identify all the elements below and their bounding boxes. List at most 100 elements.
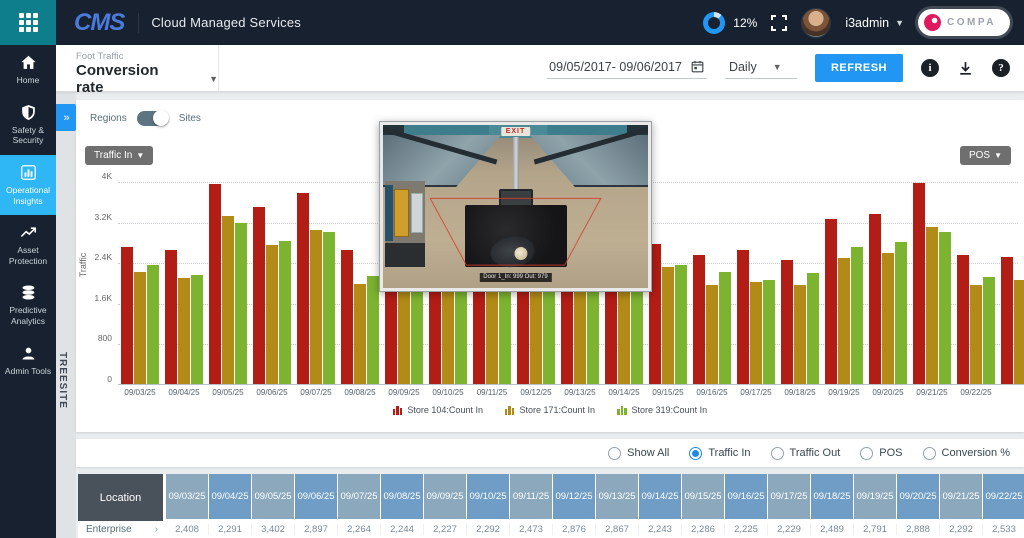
bar[interactable] [750, 282, 762, 384]
bar[interactable] [1001, 257, 1013, 384]
user-menu[interactable]: i3admin ▼ [845, 16, 904, 30]
bar[interactable] [191, 275, 203, 384]
bar[interactable] [794, 285, 806, 384]
bar[interactable] [134, 272, 146, 384]
date-column-header[interactable]: 09/13/25 [596, 474, 639, 521]
radio-traffic-in[interactable]: Traffic In [689, 446, 751, 460]
bar[interactable] [222, 216, 234, 384]
date-column-header[interactable]: 09/06/25 [295, 474, 338, 521]
date-column-header[interactable]: 09/07/25 [338, 474, 381, 521]
location-column-header[interactable]: Location [78, 474, 166, 521]
date-range-input[interactable]: 09/05/2017- 09/06/2017 [547, 57, 707, 79]
bar[interactable] [662, 267, 674, 384]
bar[interactable] [737, 250, 749, 384]
legend-item[interactable]: Store 319:Count In [617, 405, 707, 415]
date-column-header[interactable]: 09/04/25 [209, 474, 252, 521]
expand-row-icon[interactable]: › [154, 524, 158, 535]
bar[interactable] [675, 265, 687, 384]
bar[interactable] [983, 277, 995, 384]
bar[interactable] [121, 247, 133, 384]
sidebar-item-operational-insights[interactable]: Operational Insights [0, 154, 56, 216]
metric-selector[interactable]: Foot Traffic Conversion rate ▼ [56, 45, 219, 96]
date-column-header[interactable]: 09/12/25 [553, 474, 596, 521]
bar[interactable] [486, 267, 498, 384]
sidebar-item-home[interactable]: Home [0, 45, 56, 95]
bar[interactable] [253, 207, 265, 384]
user-avatar[interactable] [801, 7, 832, 38]
date-column-header[interactable]: 09/14/25 [639, 474, 682, 521]
bar[interactable] [649, 244, 661, 384]
bar[interactable] [279, 241, 291, 384]
sidebar-item-admin-tools[interactable]: Admin Tools [0, 336, 56, 386]
traffic-in-chip-dropdown[interactable]: Traffic In ▼ [85, 146, 154, 165]
date-column-header[interactable]: 09/22/25 [983, 474, 1024, 521]
bar[interactable] [913, 183, 925, 384]
interval-select[interactable]: Daily ▼ [724, 58, 797, 79]
date-column-header[interactable]: 09/10/25 [467, 474, 510, 521]
date-column-header[interactable]: 09/19/25 [854, 474, 897, 521]
regions-sites-toggle[interactable] [136, 110, 169, 126]
sidebar-item-predictive-analytics[interactable]: Predictive Analytics [0, 275, 56, 335]
legend-item[interactable]: Store 171:Count In [504, 405, 595, 415]
radio-pos[interactable]: POS [860, 446, 903, 460]
bar[interactable] [807, 273, 819, 384]
bar[interactable] [719, 272, 731, 384]
bar[interactable] [882, 253, 894, 384]
bar[interactable] [178, 278, 190, 384]
partner-brand-button[interactable]: COMPA [918, 9, 1010, 36]
bar[interactable] [323, 232, 335, 384]
bar[interactable] [310, 230, 322, 384]
download-icon[interactable] [957, 60, 974, 77]
bar[interactable] [706, 285, 718, 384]
date-column-header[interactable]: 09/03/25 [166, 474, 209, 521]
date-column-header[interactable]: 09/05/25 [252, 474, 295, 521]
pos-chip-dropdown[interactable]: POS ▼ [959, 146, 1011, 165]
bar[interactable] [895, 242, 907, 384]
help-icon[interactable]: ? [992, 59, 1010, 77]
bar[interactable] [957, 255, 969, 384]
date-column-header[interactable]: 09/08/25 [381, 474, 424, 521]
bar[interactable] [693, 255, 705, 384]
bar[interactable] [354, 284, 366, 384]
expand-panel-button[interactable]: » [56, 104, 76, 131]
bar[interactable] [926, 227, 938, 384]
date-column-header[interactable]: 09/16/25 [725, 474, 768, 521]
bar[interactable] [781, 260, 793, 384]
date-column-header[interactable]: 09/11/25 [510, 474, 553, 521]
bar[interactable] [499, 262, 511, 384]
bar[interactable] [235, 223, 247, 384]
date-column-header[interactable]: 09/17/25 [768, 474, 811, 521]
bar[interactable] [939, 232, 951, 384]
fullscreen-icon[interactable] [771, 14, 788, 31]
info-icon[interactable]: i [921, 59, 939, 77]
bar[interactable] [970, 285, 982, 384]
date-column-header[interactable]: 09/21/25 [940, 474, 983, 521]
bar[interactable] [341, 250, 353, 384]
date-column-header[interactable]: 09/18/25 [811, 474, 854, 521]
location-cell[interactable]: Enterprise › [86, 524, 158, 535]
bar[interactable] [209, 184, 221, 384]
date-column-header[interactable]: 09/09/25 [424, 474, 467, 521]
bar[interactable] [1014, 280, 1024, 384]
bar[interactable] [838, 258, 850, 384]
bar[interactable] [147, 265, 159, 384]
radio-conversion-[interactable]: Conversion % [922, 446, 1010, 460]
bar[interactable] [869, 214, 881, 384]
radio-show-all[interactable]: Show All [608, 446, 669, 460]
sidebar-item-safety-security[interactable]: Safety & Security [0, 95, 56, 155]
bar[interactable] [297, 193, 309, 384]
legend-item[interactable]: Store 104:Count In [392, 405, 483, 415]
radio-traffic-out[interactable]: Traffic Out [770, 446, 840, 460]
bar[interactable] [398, 262, 410, 384]
bar[interactable] [851, 247, 863, 384]
bar[interactable] [367, 276, 379, 384]
date-column-header[interactable]: 09/20/25 [897, 474, 940, 521]
app-launcher-button[interactable] [0, 0, 56, 45]
bar[interactable] [266, 245, 278, 384]
bar[interactable] [825, 219, 837, 384]
refresh-button[interactable]: REFRESH [814, 54, 903, 82]
date-column-header[interactable]: 09/15/25 [682, 474, 725, 521]
sidebar-item-asset-protection[interactable]: Asset Protection [0, 215, 56, 275]
bar[interactable] [763, 280, 775, 384]
camera-snapshot-overlay[interactable]: EXIT Door 1_In: 999 Out: 979 [379, 121, 652, 292]
